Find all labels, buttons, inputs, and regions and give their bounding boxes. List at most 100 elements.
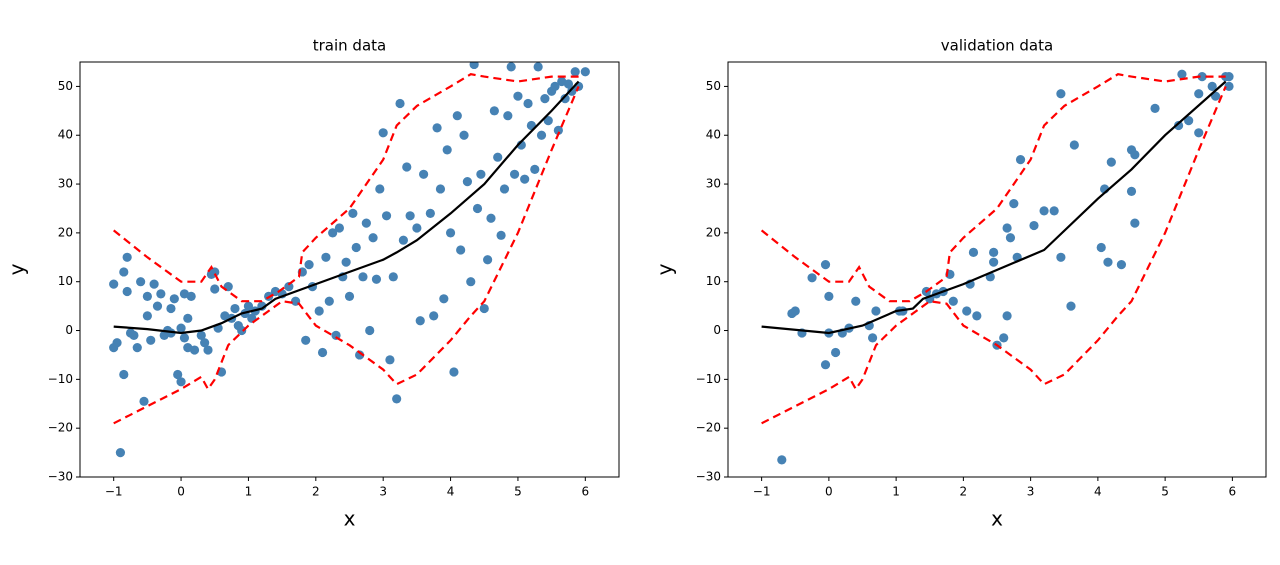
data-point (820, 260, 831, 270)
data-point (851, 296, 861, 306)
data-point (328, 228, 338, 238)
data-point (301, 335, 311, 345)
data-point (567, 86, 577, 96)
data-point (1005, 233, 1016, 243)
data-point (142, 311, 152, 321)
data-point (243, 301, 254, 311)
data-point (112, 338, 122, 348)
data-point (398, 235, 408, 245)
x-tick-label: 2 (312, 485, 320, 499)
chart-title: train data (313, 37, 386, 55)
axes-frame (79, 61, 620, 478)
data-point (304, 260, 314, 270)
data-point (543, 115, 553, 126)
data-point (348, 208, 358, 218)
data-point (1096, 242, 1106, 253)
data-point (169, 294, 179, 304)
data-point (513, 91, 523, 101)
lower-bound (761, 85, 1227, 425)
x-tick-label: 4 (447, 485, 455, 499)
y-tick-label: −10 (48, 372, 73, 386)
y-tick-label: −30 (696, 470, 721, 484)
y-tick-label: −20 (48, 421, 73, 435)
data-point (530, 164, 540, 175)
mean-line (113, 80, 580, 335)
data-point (368, 233, 378, 243)
data-point (1130, 218, 1140, 228)
data-point (419, 169, 429, 179)
data-point (442, 145, 452, 155)
data-point (203, 345, 213, 355)
data-point (183, 313, 193, 323)
data-point (351, 242, 361, 253)
data-point (1002, 311, 1012, 321)
x-tick-label: 1 (245, 485, 253, 499)
data-point (871, 306, 881, 316)
data-point (237, 325, 247, 336)
data-point (385, 355, 395, 365)
data-point (989, 257, 999, 267)
data-point (139, 396, 149, 406)
data-point (553, 125, 563, 135)
data-point (867, 333, 878, 343)
data-point (392, 394, 402, 404)
data-point (1056, 89, 1066, 99)
x-tick-label: 3 (379, 485, 387, 499)
data-point (378, 128, 388, 138)
data-point (493, 152, 503, 162)
data-point (176, 377, 186, 387)
data-point (173, 369, 183, 380)
data-point (355, 350, 365, 360)
data-point (429, 311, 439, 321)
y-tick-label: 50 (706, 79, 721, 93)
y-tick-label: 10 (58, 274, 73, 288)
y-tick-label: 30 (58, 177, 73, 191)
data-point (1002, 223, 1012, 233)
data-point (156, 289, 166, 299)
data-point (452, 111, 462, 121)
data-point (317, 347, 328, 358)
data-point (122, 286, 132, 297)
data-point (550, 81, 560, 92)
data-point (1126, 186, 1137, 196)
data-point (1015, 155, 1026, 165)
data-point (1150, 103, 1160, 113)
x-tick-label: 6 (1229, 485, 1237, 499)
y-tick-label: 30 (706, 177, 721, 191)
plot-area (760, 69, 1234, 465)
data-point (449, 367, 459, 377)
data-point (459, 130, 469, 140)
data-point (503, 111, 513, 121)
data-point (210, 284, 220, 294)
data-point (560, 94, 570, 104)
data-point (230, 303, 240, 314)
data-point (179, 333, 190, 343)
data-point (536, 130, 547, 140)
y-tick-label: 50 (58, 79, 73, 93)
data-point (189, 345, 200, 355)
data-point (119, 267, 129, 277)
data-point (415, 316, 425, 326)
mean-line (761, 80, 1227, 335)
data-point (1106, 157, 1116, 167)
data-point (200, 338, 210, 348)
data-point (149, 279, 159, 289)
data-point (1103, 257, 1113, 267)
data-point (358, 272, 368, 282)
data-point (520, 174, 530, 184)
data-point (439, 294, 449, 304)
data-point (405, 211, 415, 221)
y-tick-label: 20 (58, 225, 73, 239)
data-point (989, 247, 999, 258)
y-tick-label: 0 (713, 323, 721, 337)
x-tick-label: 5 (514, 485, 522, 499)
y-tick-label: 40 (706, 128, 721, 142)
data-point (334, 223, 344, 233)
data-point (476, 169, 486, 179)
data-point (540, 94, 550, 104)
data-point (1224, 72, 1234, 82)
data-point (375, 184, 385, 194)
data-point (580, 67, 590, 77)
data-point (469, 62, 479, 70)
